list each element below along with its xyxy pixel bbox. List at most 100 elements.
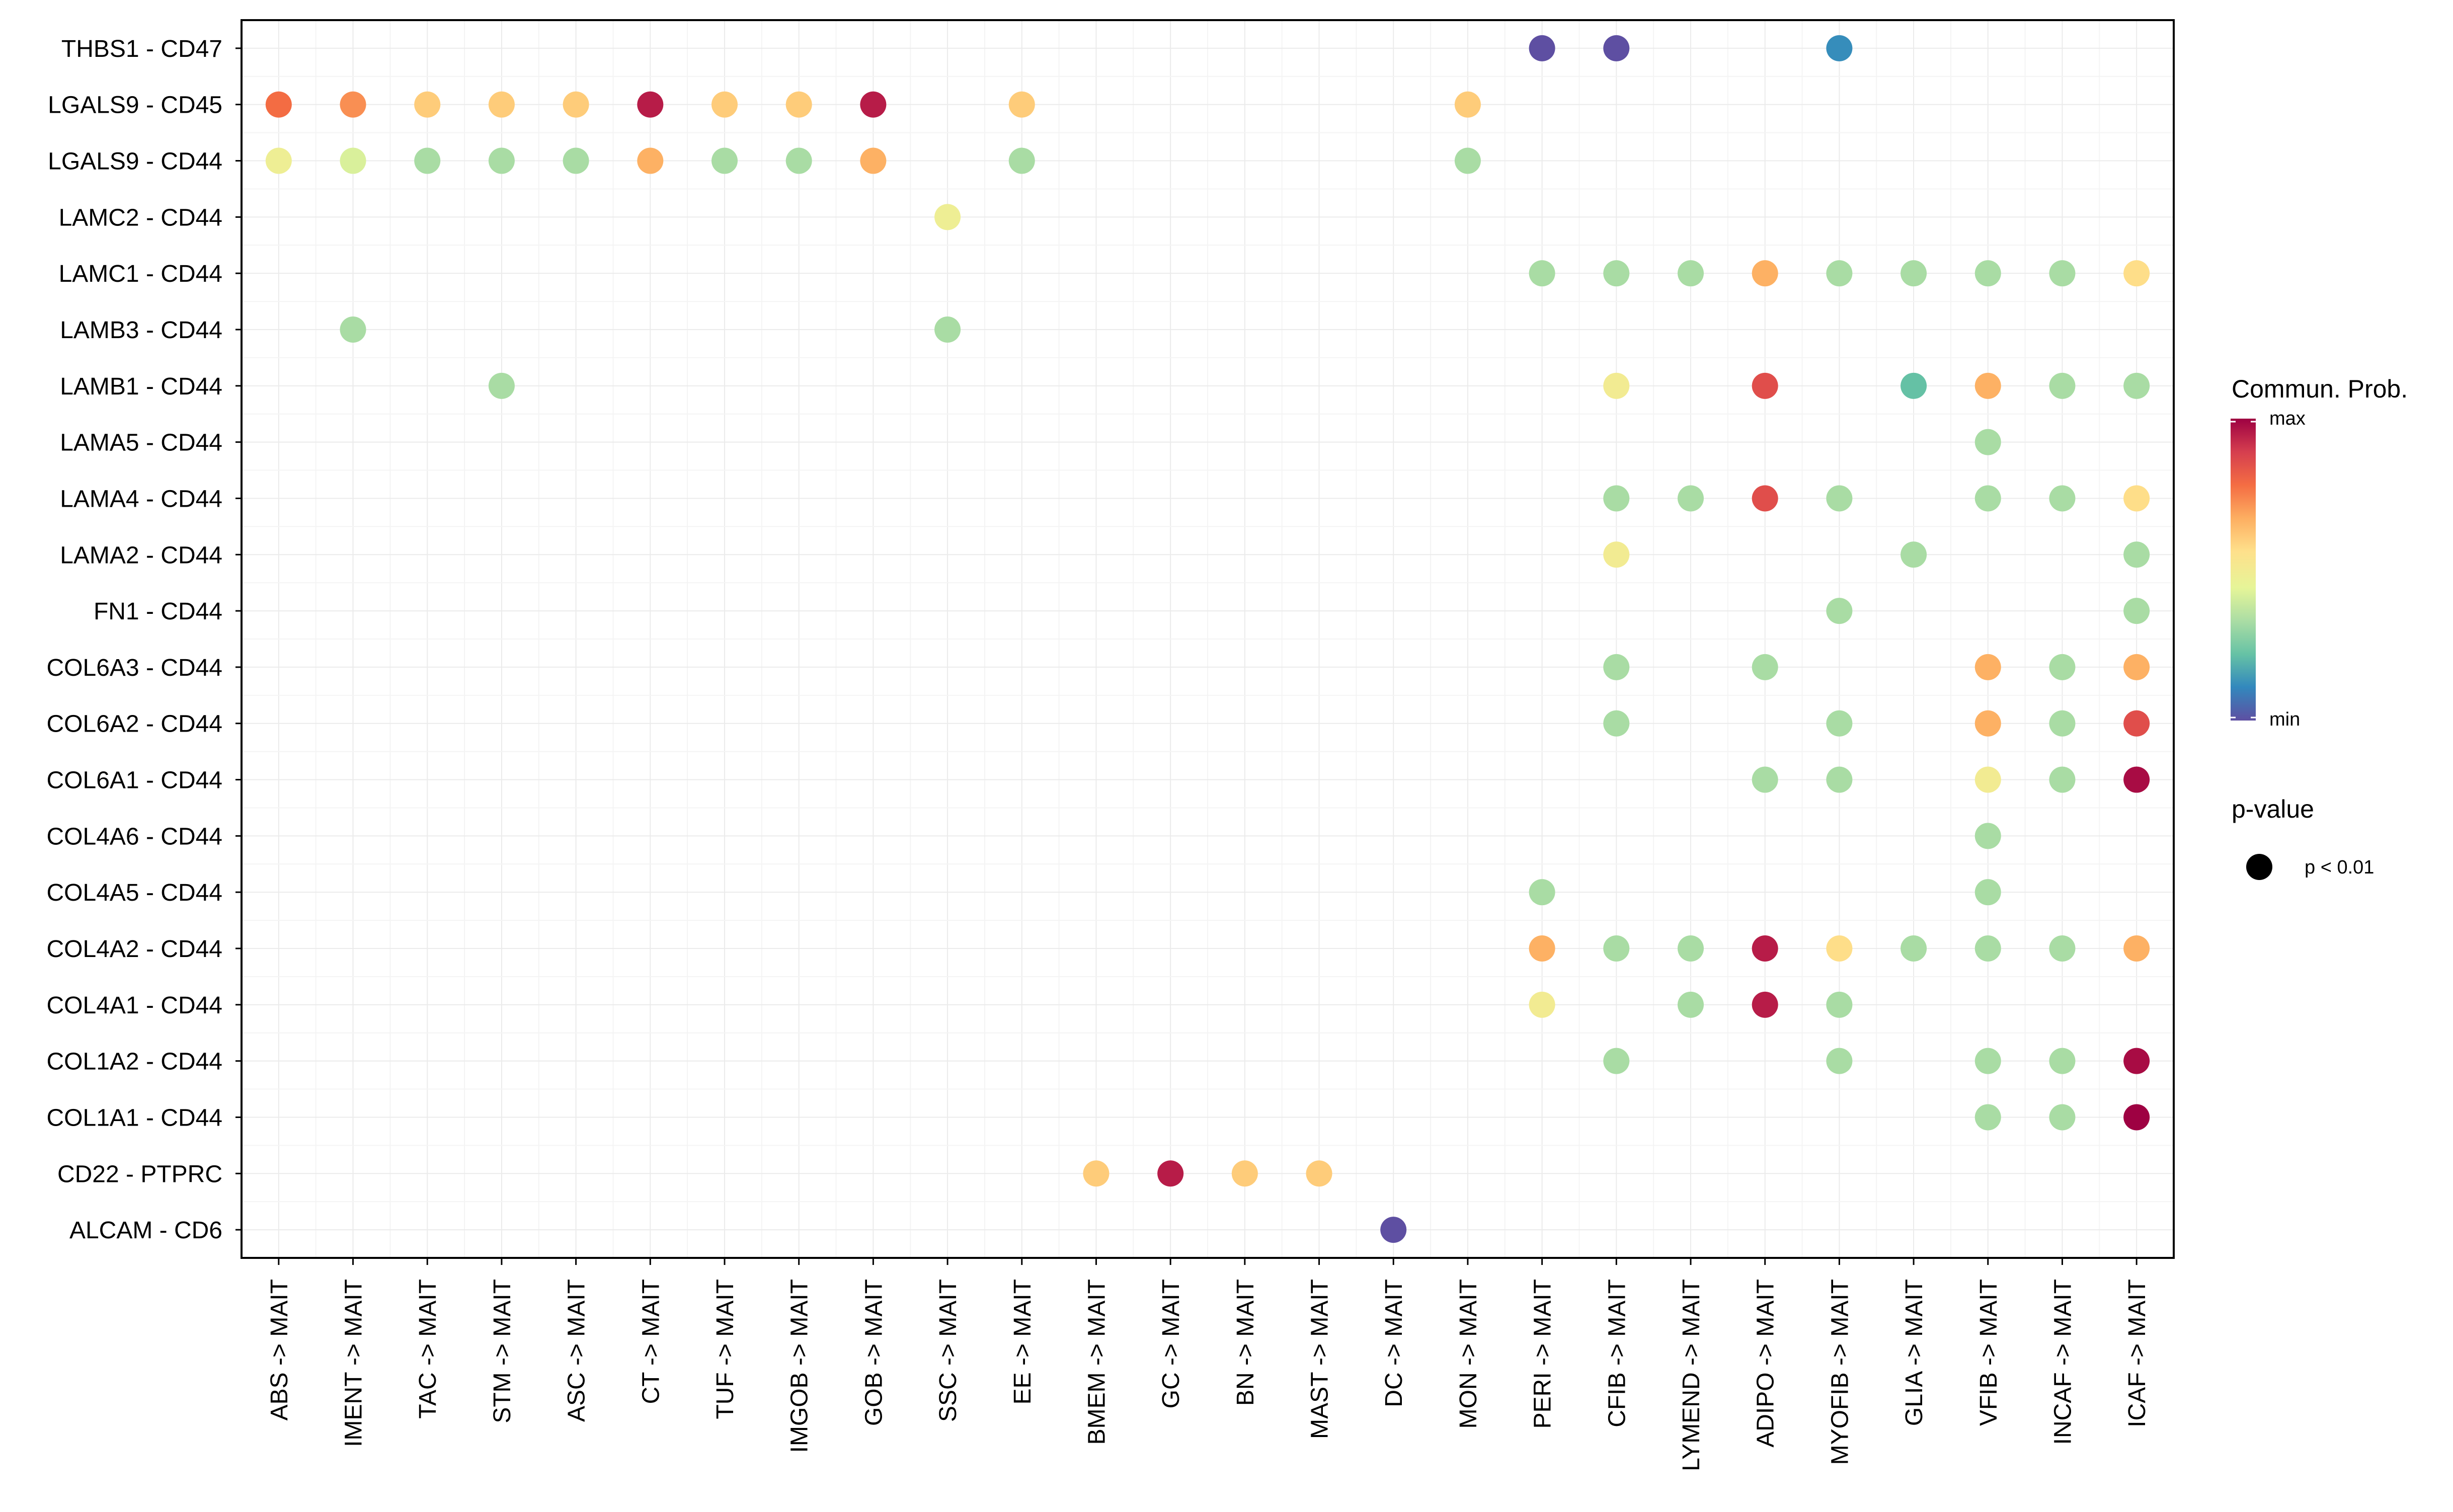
data-point xyxy=(265,147,292,174)
y-tick-label: COL1A1 - CD44 xyxy=(47,1104,222,1131)
data-point xyxy=(1826,598,1853,624)
legend-colorbar xyxy=(2231,419,2256,721)
x-tick-label: CT -> MAIT xyxy=(638,1279,664,1404)
data-point xyxy=(1306,1160,1332,1187)
data-point xyxy=(2123,541,2150,568)
data-point xyxy=(1603,35,1630,61)
x-tick-label: ABS -> MAIT xyxy=(266,1279,293,1420)
y-tick-label: COL1A2 - CD44 xyxy=(47,1049,222,1075)
data-point xyxy=(2123,1104,2150,1131)
data-point xyxy=(1529,260,1555,287)
data-point xyxy=(2123,260,2150,287)
data-point xyxy=(1752,766,1778,793)
data-point xyxy=(2049,1104,2076,1131)
data-point xyxy=(1826,485,1853,512)
y-tick-label: THBS1 - CD47 xyxy=(61,36,222,62)
y-axis: THBS1 - CD47 LGALS9 - CD45 LGALS9 - CD44 LA… xyxy=(47,36,242,1244)
data-point xyxy=(1826,991,1853,1018)
x-tick-label: ASC -> MAIT xyxy=(564,1279,590,1422)
data-point xyxy=(2049,260,2076,287)
data-point xyxy=(2123,372,2150,399)
data-point xyxy=(2049,935,2076,962)
x-tick-label: MYOFIB -> MAIT xyxy=(1827,1279,1853,1465)
data-point xyxy=(340,316,366,343)
data-point xyxy=(563,147,589,174)
data-point xyxy=(2049,710,2076,737)
data-point xyxy=(1752,654,1778,680)
data-point xyxy=(1603,541,1630,568)
y-tick-label: LAMA2 - CD44 xyxy=(60,542,222,569)
data-point xyxy=(1603,485,1630,512)
x-tick-label: PERI -> MAIT xyxy=(1530,1279,1556,1428)
data-point xyxy=(637,147,664,174)
x-tick-label: BN -> MAIT xyxy=(1232,1279,1259,1406)
y-tick-label: COL4A2 - CD44 xyxy=(47,936,222,963)
data-point xyxy=(1603,710,1630,737)
data-point xyxy=(1826,710,1853,737)
data-point xyxy=(563,91,589,118)
data-point xyxy=(488,372,515,399)
data-point xyxy=(860,147,887,174)
data-point xyxy=(1529,935,1555,962)
data-point xyxy=(1529,991,1555,1018)
y-tick-label: COL6A1 - CD44 xyxy=(47,767,222,794)
data-point xyxy=(1974,1104,2001,1131)
data-point xyxy=(1752,372,1778,399)
x-tick-label: INCAF -> MAIT xyxy=(2049,1279,2076,1445)
legend-size-label: p < 0.01 xyxy=(2305,857,2374,878)
data-point xyxy=(860,91,887,118)
data-point xyxy=(1231,1160,1258,1187)
data-point xyxy=(1826,766,1853,793)
x-tick-label: TAC -> MAIT xyxy=(415,1279,441,1419)
x-tick-label: GLIA -> MAIT xyxy=(1901,1279,1928,1426)
data-point xyxy=(1529,35,1555,61)
x-axis: ABS -> MAIT IMENT -> MAIT TAC -> MAIT STM -… xyxy=(266,1258,2151,1471)
data-point xyxy=(1678,260,1704,287)
x-tick-label: CFIB -> MAIT xyxy=(1604,1279,1630,1427)
data-point xyxy=(1974,429,2001,455)
data-point xyxy=(785,147,812,174)
data-point xyxy=(1974,654,2001,680)
x-tick-label: SSC -> MAIT xyxy=(935,1279,962,1422)
data-point xyxy=(1826,1048,1853,1074)
data-point xyxy=(2049,372,2076,399)
y-tick-label: LGALS9 - CD45 xyxy=(48,92,222,119)
x-tick-label: GC -> MAIT xyxy=(1158,1279,1184,1408)
data-point xyxy=(1752,260,1778,287)
data-point xyxy=(340,91,366,118)
y-tick-label: LAMA5 - CD44 xyxy=(60,430,222,456)
data-point xyxy=(2123,710,2150,737)
y-tick-label: LAMB3 - CD44 xyxy=(60,317,222,344)
data-point xyxy=(637,91,664,118)
y-tick-label: ALCAM - CD6 xyxy=(69,1217,222,1244)
data-point xyxy=(2049,766,2076,793)
data-point xyxy=(1974,766,2001,793)
y-tick-label: FN1 - CD44 xyxy=(94,598,222,625)
data-point xyxy=(2049,1048,2076,1074)
data-point xyxy=(1974,823,2001,849)
x-tick-label: MAST -> MAIT xyxy=(1307,1279,1333,1439)
x-tick-label: GOB -> MAIT xyxy=(860,1279,887,1426)
data-point xyxy=(2123,598,2150,624)
data-point xyxy=(1826,260,1853,287)
data-point xyxy=(1083,1160,1110,1187)
x-tick-label: DC -> MAIT xyxy=(1381,1279,1407,1407)
data-point xyxy=(1974,1048,2001,1074)
legend-max-label: max xyxy=(2269,408,2306,429)
data-point xyxy=(1603,654,1630,680)
data-point xyxy=(1974,372,2001,399)
data-point xyxy=(1529,879,1555,906)
data-point xyxy=(265,91,292,118)
data-point xyxy=(1901,372,1927,399)
y-tick-label: COL4A1 - CD44 xyxy=(47,992,222,1019)
y-tick-label: LAMC1 - CD44 xyxy=(59,261,222,287)
data-point xyxy=(1008,91,1035,118)
x-tick-label: IMGOB -> MAIT xyxy=(786,1279,813,1453)
data-point xyxy=(1974,879,2001,906)
data-point xyxy=(1454,147,1481,174)
data-point xyxy=(711,147,738,174)
panel-border xyxy=(241,19,2175,1259)
legend-min-label: min xyxy=(2269,709,2300,730)
data-point xyxy=(2123,766,2150,793)
